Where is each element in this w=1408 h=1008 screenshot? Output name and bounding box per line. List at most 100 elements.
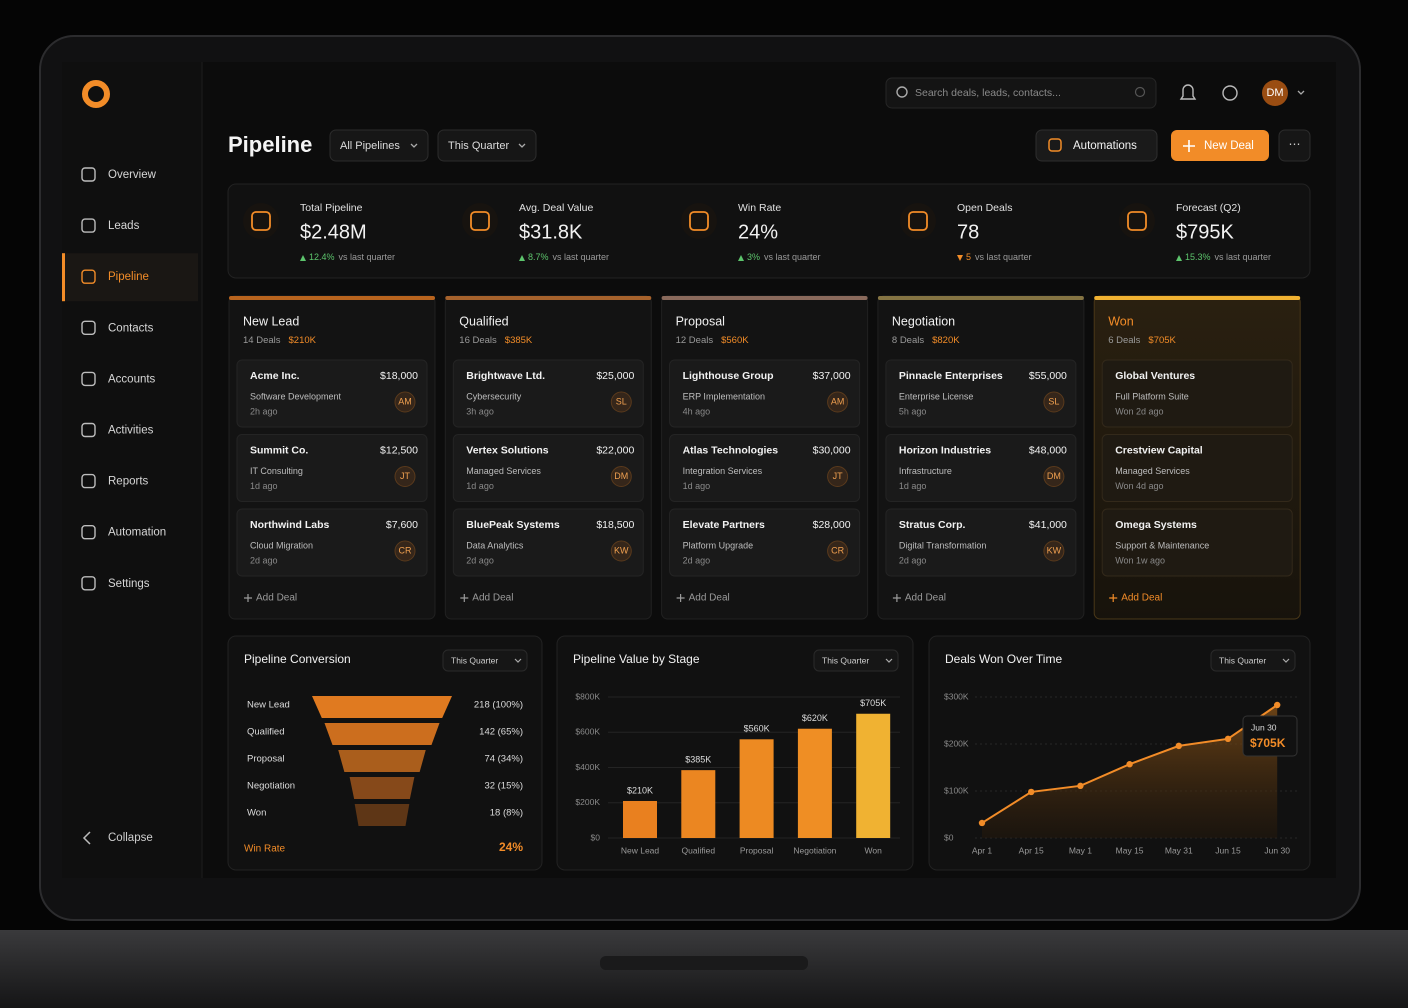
add-deal[interactable]: Add Deal — [256, 593, 297, 604]
deal-company: BluePeak Systems — [466, 519, 560, 531]
nav-icon[interactable] — [81, 218, 96, 233]
nav-label[interactable]: Activities — [108, 425, 154, 437]
funnel-value: 18 (8%) — [490, 808, 523, 819]
nav-icon[interactable] — [81, 269, 96, 284]
kpi-value: $2.48M — [300, 221, 367, 243]
kpi-icon-bg — [681, 203, 717, 239]
automations-label[interactable]: Automations — [1073, 140, 1137, 152]
deal-card[interactable] — [885, 434, 1077, 502]
deal-owner: JT — [400, 471, 411, 481]
nav-label[interactable]: Leads — [108, 220, 140, 232]
add-deal-plus — [460, 594, 469, 602]
nav-icon[interactable] — [81, 371, 96, 387]
deal-card[interactable] — [1101, 508, 1293, 577]
collapse-icon[interactable] — [82, 831, 91, 845]
logo[interactable] — [82, 80, 110, 108]
collapse-label[interactable]: Collapse — [108, 832, 153, 844]
deal-description: IT Consulting — [250, 466, 303, 476]
deal-card[interactable] — [452, 359, 644, 428]
tooltip-label: Jun 30 — [1251, 722, 1277, 732]
nav-icon[interactable] — [81, 167, 96, 182]
funnel-stage: New Lead — [247, 700, 290, 711]
filter-dropdown[interactable] — [437, 129, 537, 162]
deal-card[interactable] — [669, 434, 861, 502]
add-deal[interactable]: Add Deal — [472, 593, 513, 604]
deal-description: ERP Implementation — [683, 391, 765, 401]
line-point — [1077, 782, 1084, 790]
deal-card[interactable] — [1101, 359, 1293, 428]
deal-owner-avatar — [610, 540, 632, 562]
avatar[interactable] — [1262, 80, 1288, 106]
nav-label[interactable]: Accounts — [108, 373, 156, 385]
nav-label[interactable]: Settings — [108, 578, 150, 590]
nav-icon[interactable] — [81, 576, 96, 591]
deal-card[interactable] — [236, 359, 428, 428]
search-box[interactable] — [885, 77, 1157, 109]
deal-description: Cloud Migration — [250, 540, 313, 550]
new-deal-button[interactable] — [1171, 130, 1269, 161]
filter-label[interactable]: All Pipelines — [340, 140, 400, 152]
deal-owner-avatar — [394, 466, 416, 487]
deal-card[interactable] — [452, 434, 644, 502]
x-tick-label: Apr 1 — [972, 845, 993, 855]
filter-label[interactable]: This Quarter — [448, 140, 509, 152]
nav-label[interactable]: Overview — [108, 169, 157, 181]
funnel-segment — [338, 750, 426, 772]
column-top-bar — [877, 296, 1084, 300]
automations-button[interactable] — [1035, 129, 1158, 162]
deal-owner-avatar — [1043, 391, 1065, 413]
funnel-value: 142 (65%) — [479, 727, 523, 738]
bar — [739, 739, 774, 838]
period-dropdown[interactable] — [442, 649, 528, 672]
period-label[interactable]: This Quarter — [451, 655, 498, 665]
settings-icon[interactable] — [1222, 85, 1238, 101]
nav-icon[interactable] — [81, 473, 96, 489]
deal-amount: $48,000 — [1029, 444, 1067, 456]
deal-owner: SL — [616, 396, 627, 406]
add-deal[interactable]: Add Deal — [689, 593, 730, 604]
deal-card[interactable] — [236, 434, 428, 502]
deal-card[interactable] — [1101, 434, 1293, 502]
deal-card[interactable] — [452, 508, 644, 577]
nav-label[interactable]: Reports — [108, 476, 149, 488]
add-deal[interactable]: Add Deal — [1121, 593, 1162, 604]
kpi-change-value: 8.7% — [528, 252, 549, 262]
bell-icon[interactable] — [1179, 84, 1197, 100]
period-chevron — [1282, 658, 1290, 663]
kpi-label: Avg. Deal Value — [519, 202, 593, 214]
nav-label[interactable]: Contacts — [108, 322, 154, 334]
nav-icon[interactable] — [81, 320, 96, 335]
deal-card[interactable] — [236, 508, 428, 577]
column-top-bar — [1094, 296, 1301, 300]
period-label[interactable]: This Quarter — [822, 655, 869, 665]
deal-card[interactable] — [885, 508, 1077, 577]
column-total: $560K — [721, 335, 749, 346]
deal-card[interactable] — [669, 508, 861, 577]
search-submit[interactable] — [1134, 86, 1146, 98]
kpi-value: $31.8K — [519, 221, 583, 243]
x-tick-label: May 15 — [1116, 845, 1144, 855]
new-deal-label[interactable]: New Deal — [1204, 140, 1254, 152]
nav-icon[interactable] — [81, 525, 96, 540]
filter-dropdown[interactable] — [329, 129, 429, 162]
deal-card[interactable] — [885, 359, 1077, 428]
deal-card[interactable] — [669, 359, 861, 428]
period-dropdown[interactable] — [1210, 649, 1296, 672]
deal-company: Crestview Capital — [1115, 444, 1203, 456]
avatar-chevron[interactable] — [1297, 90, 1305, 95]
deal-company: Stratus Corp. — [899, 519, 966, 531]
deal-owner: KW — [1047, 545, 1062, 555]
period-label[interactable]: This Quarter — [1219, 655, 1266, 665]
kpi-change: 15.3% vs last quarter — [1185, 252, 1271, 262]
nav-label[interactable]: Automation — [108, 527, 166, 539]
avatar-initials: DM — [1266, 87, 1283, 99]
deal-time: 2d ago — [250, 555, 278, 565]
nav-label[interactable]: Pipeline — [108, 271, 149, 283]
nav-icon[interactable] — [81, 422, 96, 438]
period-dropdown[interactable] — [813, 649, 899, 672]
more-button[interactable] — [1278, 129, 1311, 162]
deal-description: Software Development — [250, 391, 342, 401]
add-deal[interactable]: Add Deal — [905, 593, 946, 604]
deal-time: 4h ago — [683, 406, 711, 416]
